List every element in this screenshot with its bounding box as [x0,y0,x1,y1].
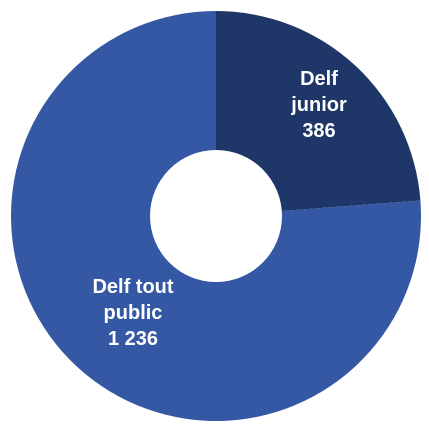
slice-value-label: 1 236 [108,328,158,350]
slice-label-delf-tout-public: Delf tout public 1 236 [92,276,173,350]
slice-value-label: 386 [302,120,335,142]
slice-category-label: Delf [300,68,338,90]
slice-category-label: Delf tout [92,276,173,298]
slice-category-label: public [104,302,163,324]
slice-label-delf-junior: Delf junior 386 [290,68,347,142]
donut-hole [150,150,282,282]
slice-delf-junior [216,11,421,216]
slice-category-label: junior [290,94,347,116]
labels-layer: Delf junior 386 Delf tout public 1 236 [92,68,347,350]
